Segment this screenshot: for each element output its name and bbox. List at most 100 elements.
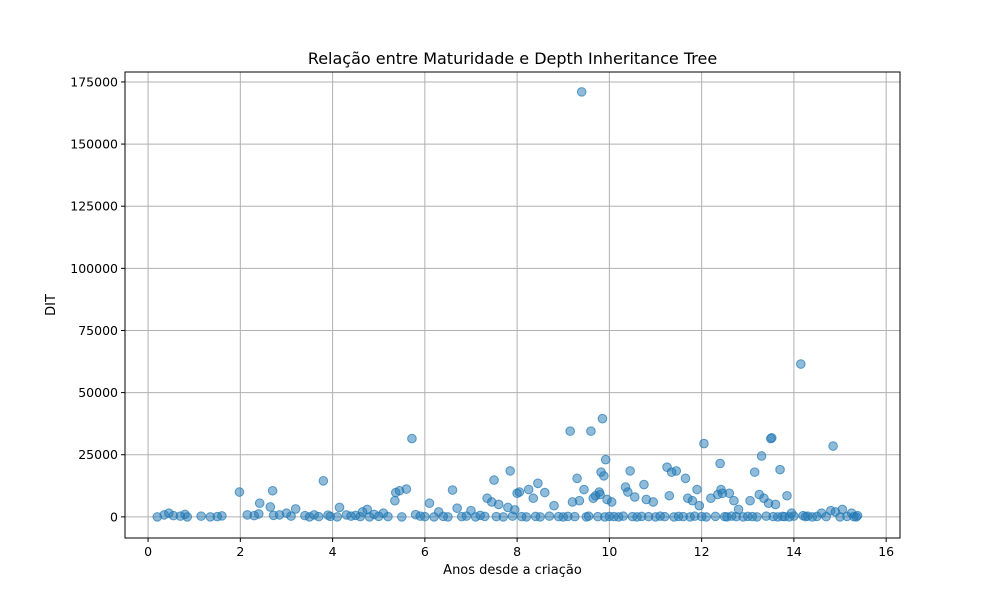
data-point — [724, 488, 735, 499]
data-point — [574, 495, 585, 506]
data-point — [265, 502, 276, 512]
data-point — [796, 359, 806, 369]
data-point — [852, 510, 863, 521]
data-point — [595, 489, 605, 500]
data-point — [196, 511, 206, 521]
data-point — [544, 511, 555, 521]
data-point — [383, 511, 393, 522]
data-point — [618, 511, 629, 521]
y-tick-label: 25000 — [78, 447, 118, 462]
data-point — [267, 485, 278, 496]
plot-frame — [124, 71, 901, 539]
data-point — [528, 493, 539, 504]
y-tick-label: 50000 — [78, 385, 118, 400]
data-point — [766, 433, 777, 443]
data-point — [480, 511, 490, 522]
data-point — [749, 467, 760, 477]
data-point — [234, 487, 245, 497]
x-tick-label: 10 — [601, 544, 617, 559]
data-point — [313, 511, 324, 522]
y-tick-label: 125000 — [70, 199, 118, 214]
data-point — [821, 511, 831, 522]
data-point — [576, 87, 587, 97]
data-point — [498, 512, 509, 522]
data-point — [461, 511, 472, 521]
x-tick-label: 0 — [144, 544, 152, 559]
data-point — [217, 511, 227, 521]
data-point — [699, 438, 709, 449]
y-tick-label: 150000 — [70, 137, 118, 152]
data-point — [286, 511, 296, 521]
data-point — [390, 495, 400, 506]
y-axis-label: DIT — [44, 294, 59, 316]
data-point — [290, 504, 301, 514]
data-points — [152, 87, 863, 522]
data-point — [182, 512, 193, 522]
data-point — [407, 433, 417, 444]
data-point — [752, 512, 762, 522]
x-tick-label: 8 — [513, 544, 521, 559]
data-point — [253, 509, 264, 519]
data-point — [493, 499, 504, 510]
x-tick-label: 6 — [421, 544, 429, 559]
data-point — [572, 473, 582, 484]
data-point — [715, 458, 725, 469]
x-tick-label: 12 — [694, 544, 710, 559]
data-point — [318, 476, 329, 486]
data-point — [701, 512, 712, 522]
grid — [125, 72, 900, 538]
data-point — [470, 512, 481, 522]
data-point — [606, 497, 617, 507]
data-point — [599, 471, 609, 481]
y-tick-label: 175000 — [70, 74, 118, 89]
data-point — [687, 495, 698, 506]
data-point — [583, 511, 594, 521]
data-point — [549, 500, 559, 511]
data-point — [523, 484, 534, 495]
data-point — [745, 495, 755, 506]
x-tick-label: 14 — [786, 544, 802, 559]
data-point — [692, 484, 702, 495]
y-tick-label: 75000 — [78, 323, 118, 338]
x-tick-label: 4 — [329, 544, 337, 559]
data-point — [535, 512, 545, 522]
data-point — [254, 498, 265, 509]
data-point — [623, 487, 633, 497]
data-point — [334, 502, 345, 513]
data-point — [671, 466, 682, 476]
data-point — [756, 451, 767, 461]
data-point — [355, 511, 366, 522]
data-point — [507, 511, 518, 521]
data-point — [625, 466, 635, 476]
data-point — [424, 498, 435, 509]
data-point — [304, 512, 315, 522]
data-point — [505, 466, 515, 476]
data-point — [828, 441, 838, 451]
data-point — [597, 413, 608, 424]
data-point — [447, 485, 458, 495]
data-point — [664, 490, 675, 501]
data-point — [346, 511, 356, 521]
data-point — [812, 511, 822, 522]
x-tick-label: 2 — [236, 544, 244, 559]
data-point — [401, 484, 412, 494]
data-point — [443, 512, 453, 522]
data-point — [639, 479, 649, 490]
data-point — [514, 487, 525, 497]
data-point — [396, 512, 407, 522]
data-point — [782, 490, 792, 501]
data-point — [694, 500, 705, 511]
data-point — [539, 487, 550, 498]
data-point — [489, 475, 499, 485]
data-point — [579, 484, 589, 495]
data-point — [373, 511, 384, 522]
data-point — [521, 512, 532, 522]
data-point — [364, 512, 375, 522]
data-point — [586, 426, 596, 436]
data-point — [775, 464, 785, 475]
data-point — [429, 512, 439, 522]
axis-ticks: 0 2 4 6 8 10 12 14 16 0 25000 50000 75000 100000 12500… — [70, 74, 894, 559]
data-point — [659, 511, 670, 522]
data-point — [680, 473, 691, 484]
